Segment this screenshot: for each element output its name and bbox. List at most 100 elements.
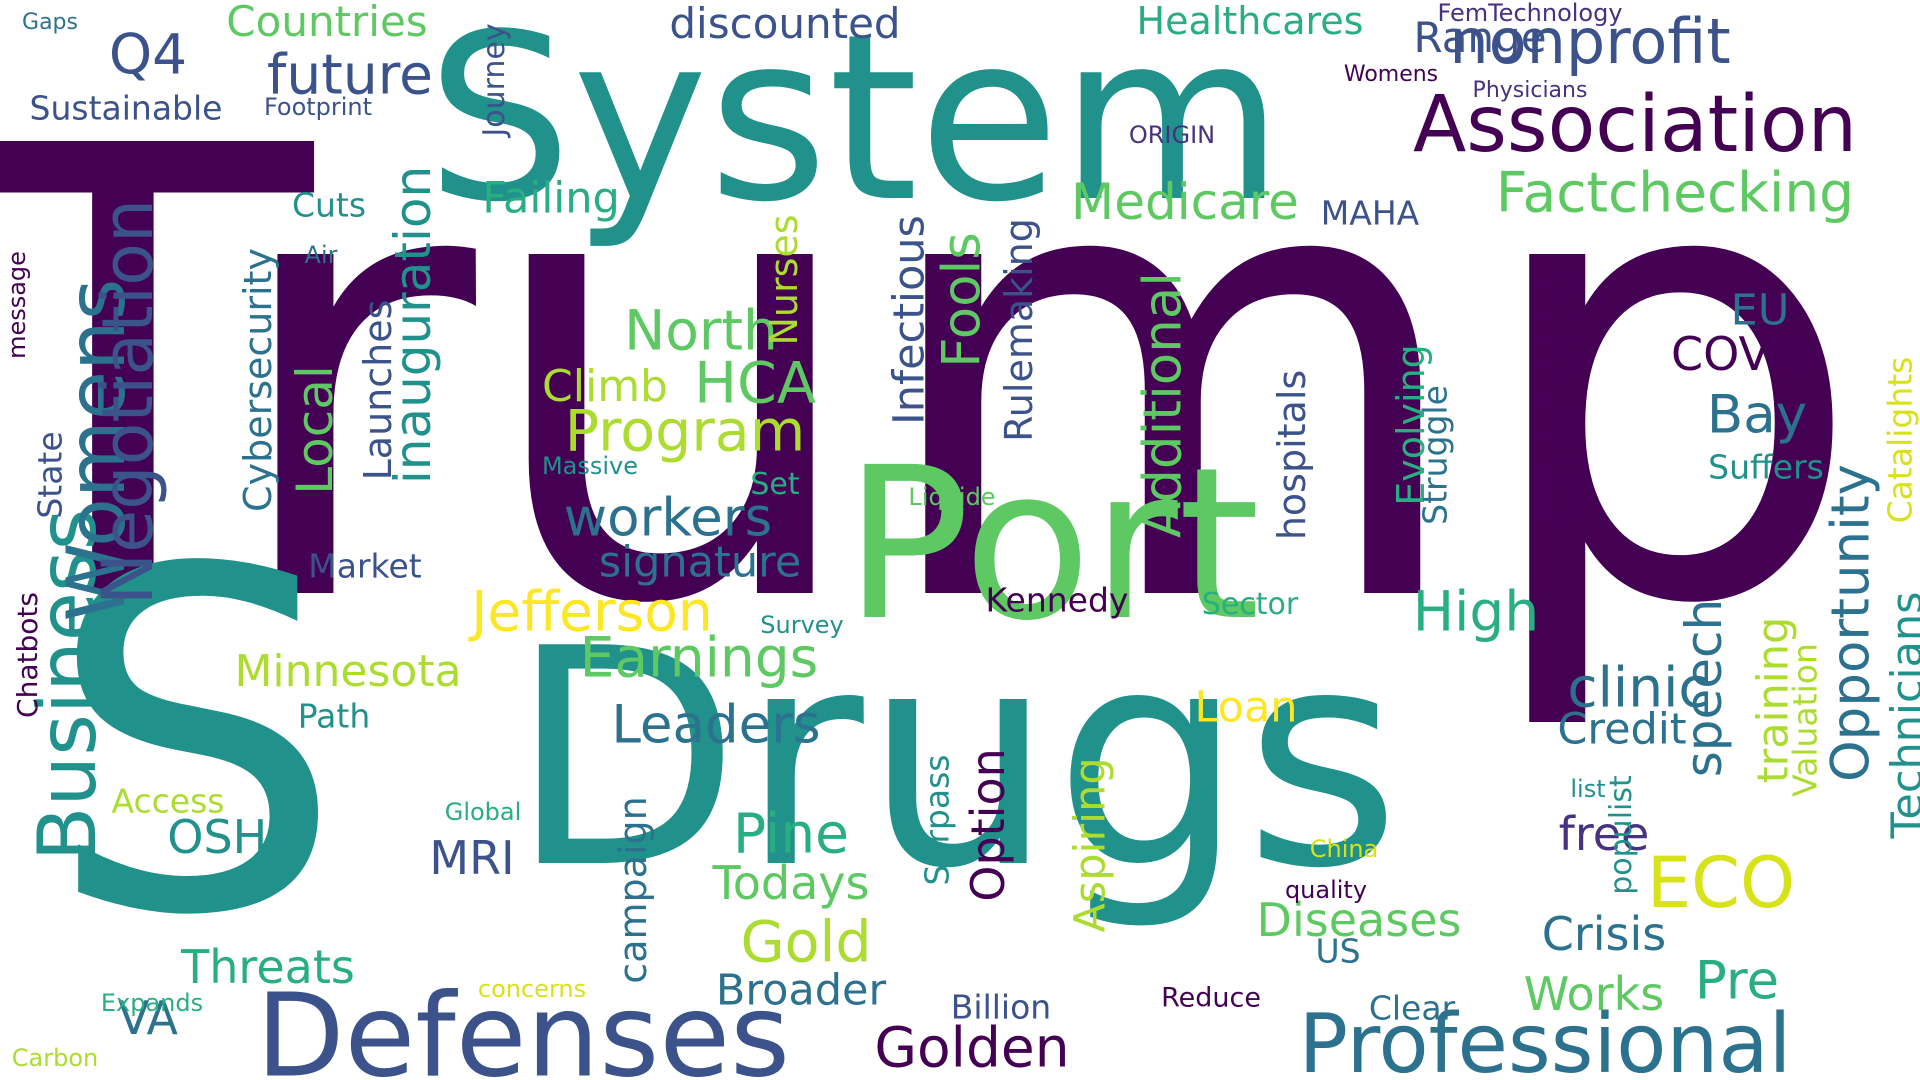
word-todays: Todays <box>712 856 870 910</box>
word-hospitals: hospitals <box>1270 369 1314 541</box>
word-va: VA <box>118 991 178 1045</box>
word-broader: Broader <box>715 965 887 1016</box>
word-jefferson: Jefferson <box>471 579 713 644</box>
word-minnesota: Minnesota <box>234 646 462 697</box>
word-market: Market <box>308 546 422 586</box>
word-charlotte: Charlotte <box>1526 270 1591 526</box>
word-campaign: campaign <box>611 796 655 984</box>
word-list: list <box>1570 775 1606 803</box>
word-drugs: Drugs <box>509 585 1401 934</box>
word-q4: Q4 <box>108 22 188 87</box>
word-diseases: Diseases <box>1256 893 1462 947</box>
word-pine: Pine <box>733 801 849 866</box>
word-future: future <box>267 42 433 107</box>
word-quality: quality <box>1284 876 1368 904</box>
word-leaders: Leaders <box>611 694 821 756</box>
word-bay: Bay <box>1706 384 1808 446</box>
word-gaps: Gaps <box>22 10 78 35</box>
word-sector: Sector <box>1201 587 1299 622</box>
word-works: Works <box>1523 967 1665 1021</box>
word-hca: HCA <box>694 350 816 417</box>
word-concerns: concerns <box>477 975 587 1003</box>
word-cuts: Cuts <box>291 185 367 225</box>
word-femtechnology: FemTechnology <box>1437 0 1623 27</box>
word-signature: signature <box>598 537 802 588</box>
word-technicians: Technicians <box>1882 591 1920 839</box>
word-gold: Gold <box>740 909 872 976</box>
word-air: Air <box>304 241 338 269</box>
word-threats: Threats <box>181 940 355 994</box>
word-trump: Trump <box>0 19 1867 740</box>
word-billion: Billion <box>950 987 1052 1027</box>
word-populist: populist <box>1604 775 1639 895</box>
word-credit: Credit <box>1557 704 1687 755</box>
word-healthcares: Healthcares <box>1136 0 1364 43</box>
word-speech: speech <box>1675 598 1733 778</box>
word-covid: COVID <box>1671 327 1819 381</box>
word-suffers: Suffers <box>1708 447 1824 487</box>
word-osha: OSHA <box>167 810 299 864</box>
word-golden: Golden <box>874 1015 1070 1080</box>
word-access: Access <box>111 781 225 821</box>
word-us: US <box>1315 931 1361 971</box>
word-professional: Professional <box>1298 997 1792 1080</box>
word-negotiation: Negotiation <box>87 198 169 606</box>
word-chatbots: Chatbots <box>11 592 44 718</box>
word-eco: ECO <box>1646 842 1796 924</box>
word-inauguration: inauguration <box>384 165 442 485</box>
word-state: State <box>30 431 70 519</box>
word-infectious: Infectious <box>884 215 935 425</box>
word-footprint: Footprint <box>263 93 373 121</box>
word-nurses: Nurses <box>762 214 806 346</box>
word-climb: Climb <box>542 361 668 412</box>
word-path: Path <box>297 696 371 736</box>
word-clear: Clear <box>1368 988 1456 1028</box>
word-s: S <box>45 471 345 1018</box>
word-liquide: Liquide <box>908 483 996 511</box>
word-countries: Countries <box>226 0 428 46</box>
word-message: message <box>3 251 31 359</box>
word-massive: Massive <box>541 452 639 480</box>
word-physicians: Physicians <box>1472 78 1588 103</box>
word-nonprofit: nonprofit <box>1449 5 1731 78</box>
word-additional: Additional <box>1132 271 1194 539</box>
word-crisis: Crisis <box>1541 907 1667 961</box>
word-medicare: Medicare <box>1071 173 1299 231</box>
word-womens-small: Womens <box>1343 62 1439 87</box>
word-carbon: Carbon <box>11 1044 99 1072</box>
word-range: Range <box>1413 13 1547 62</box>
word-workers: workers <box>563 487 773 549</box>
word-sustainable: Sustainable <box>29 88 223 128</box>
word-local: Local <box>286 365 344 495</box>
word-port: Port <box>843 422 1261 667</box>
word-eu: EU <box>1730 285 1790 336</box>
word-set: Set <box>750 467 800 502</box>
word-china: China <box>1309 835 1379 863</box>
word-association: Association <box>1412 80 1858 170</box>
word-cybersecurity: Cybersecurity <box>236 248 280 512</box>
word-program: Program <box>564 398 806 465</box>
word-opportunity: Opportunity <box>1820 463 1882 783</box>
word-clinic: clinic <box>1567 655 1709 720</box>
word-option: Option <box>961 748 1015 902</box>
word-global: Global <box>444 798 522 826</box>
word-origin: ORIGIN <box>1128 121 1216 149</box>
word-mri: MRI <box>429 831 515 885</box>
word-factchecking: Factchecking <box>1495 160 1855 225</box>
word-north: North <box>624 298 778 363</box>
word-loan: Loan <box>1194 682 1298 733</box>
word-defenses: Defenses <box>255 969 791 1080</box>
word-high: High <box>1412 579 1540 644</box>
word-struggle: Struggle <box>1415 385 1455 525</box>
word-catalights: Catalights <box>1880 356 1920 524</box>
word-surpass: Surpass <box>917 754 957 886</box>
word-aspiring: Aspiring <box>1065 757 1116 933</box>
word-earnings: Earnings <box>579 625 819 690</box>
word-kennedy: Kennedy <box>985 580 1129 620</box>
word-discounted: discounted <box>669 0 901 48</box>
word-reduce: Reduce <box>1161 982 1261 1014</box>
word-maha: MAHA <box>1320 193 1420 233</box>
word-rulemaking: Rulemaking <box>997 218 1041 442</box>
word-free: free <box>1558 807 1650 861</box>
